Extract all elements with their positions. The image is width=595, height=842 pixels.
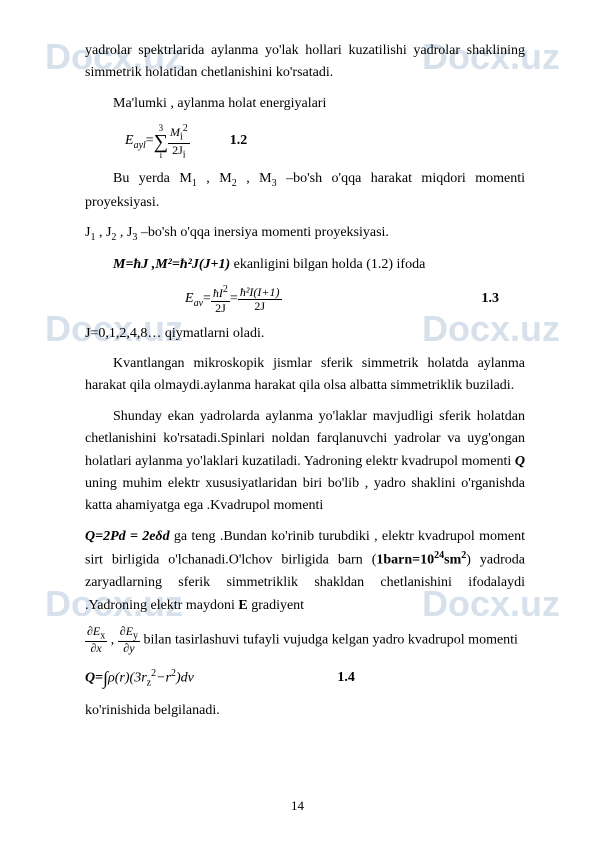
paragraph-3: Bu yerda M1 , M2 , M3 –bo'sh o'qqa harak… (85, 168, 525, 214)
paragraph-11: ko'rinishida belgilanadi. (85, 700, 525, 722)
paragraph-7: Kvantlangan mikroskopik jismlar sferik s… (85, 353, 525, 398)
paragraph-8: Shunday ekan yadrolarda aylanma yo'lakla… (85, 406, 525, 518)
equation-number-2: 1.3 (482, 288, 500, 310)
page-number: 14 (291, 796, 304, 817)
page-content: yadrolar spektrlarida aylanma yo'lak hol… (85, 40, 525, 723)
equation-number-4: 1.4 (337, 670, 355, 685)
paragraph-5: M=ħJ ,M²=ħ²J(J+1) ekanligini bilgan hold… (85, 254, 525, 276)
equation-2: Eav = ħI2 2J = ħ²I(I+1) 2J 1.3 (185, 284, 525, 314)
equation-4: Q=∫ρ(r)(3rz2−r2)dv 1.4 (85, 664, 525, 693)
equation-1: Eayl = 3 ∑ i Mi2 2Ji 1.2 (125, 123, 525, 160)
paragraph-4: J1 , J2 , J3 –bo'sh o'qqa inersiya momen… (85, 222, 525, 246)
paragraph-2: Ma'lumki , aylanma holat energiyalari (85, 93, 525, 115)
equation-number-1: 1.2 (230, 130, 248, 152)
paragraph-1: yadrolar spektrlarida aylanma yo'lak hol… (85, 40, 525, 85)
paragraph-10: ∂Ex ∂x , ∂Ey ∂y bilan tasirlashuvi tufay… (85, 625, 525, 656)
paragraph-9: Q=2Pd = 2eδd ga teng .Bundan ko'rinib tu… (85, 526, 525, 617)
paragraph-6: J=0,1,2,4,8… qiymatlarni oladi. (85, 323, 525, 345)
